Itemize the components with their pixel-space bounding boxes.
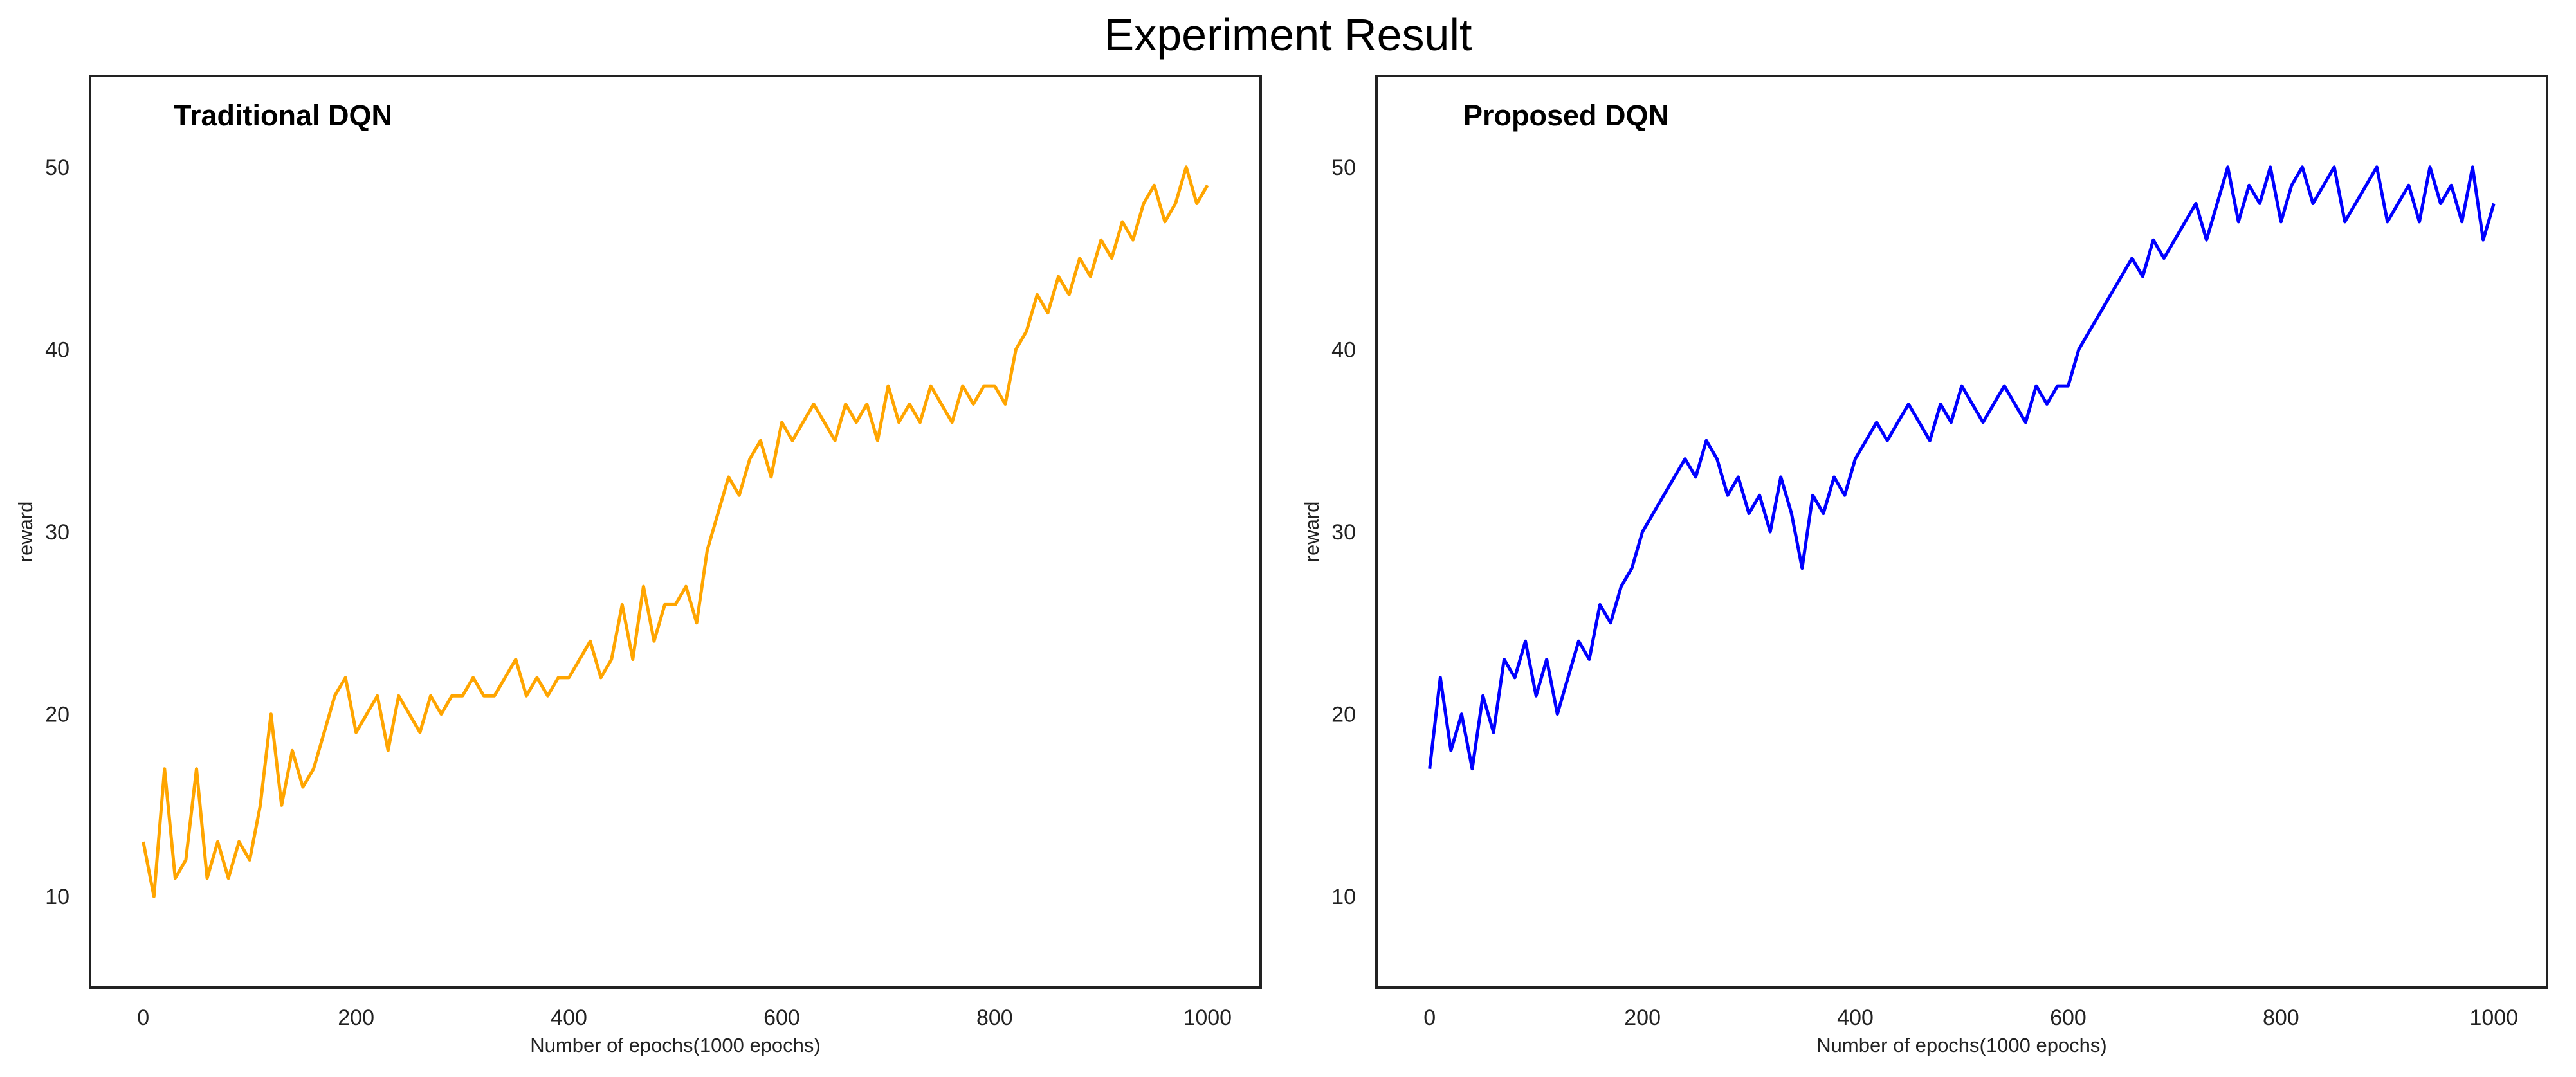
plot-frame bbox=[1375, 75, 2548, 989]
x-tick-label: 400 bbox=[1837, 1006, 1874, 1030]
x-tick-label: 1000 bbox=[1183, 1006, 1232, 1030]
y-axis-label: reward bbox=[1301, 502, 1323, 563]
y-tick-label: 50 bbox=[45, 156, 69, 180]
y-tick-labels: 10 20 30 40 50 bbox=[45, 156, 69, 909]
x-tick-labels: 0 200 400 600 800 1000 bbox=[1423, 1006, 2518, 1030]
panel-title: Traditional DQN bbox=[174, 99, 392, 132]
x-tick-labels: 0 200 400 600 800 1000 bbox=[137, 1006, 1232, 1030]
series-layer bbox=[1428, 165, 2496, 771]
x-axis-label: Number of epochs(1000 epochs) bbox=[1816, 1034, 2106, 1056]
panel-proposed-dqn: Proposed DQN 0 200 400 600 800 1000 10 20 30 40 5… bbox=[1301, 75, 2548, 1056]
x-tick-label: 200 bbox=[338, 1006, 374, 1030]
plot-frame bbox=[89, 75, 1262, 989]
series-line bbox=[142, 165, 1209, 898]
x-axis-label: Number of epochs(1000 epochs) bbox=[530, 1034, 820, 1056]
series-line bbox=[1428, 165, 2496, 771]
x-tick-label: 400 bbox=[551, 1006, 587, 1030]
panel-title: Proposed DQN bbox=[1463, 99, 1669, 132]
x-tick-label: 800 bbox=[976, 1006, 1013, 1030]
y-tick-label: 40 bbox=[45, 338, 69, 362]
y-tick-label: 10 bbox=[45, 885, 69, 909]
y-tick-label: 40 bbox=[1331, 338, 1356, 362]
x-tick-label: 200 bbox=[1624, 1006, 1661, 1030]
y-tick-label: 20 bbox=[1331, 703, 1356, 727]
x-tick-label: 0 bbox=[1423, 1006, 1436, 1030]
y-tick-labels: 10 20 30 40 50 bbox=[1331, 156, 1356, 909]
x-tick-label: 600 bbox=[763, 1006, 800, 1030]
y-tick-label: 20 bbox=[45, 703, 69, 727]
y-tick-label: 30 bbox=[45, 520, 69, 545]
panel-traditional-dqn: Traditional DQN 0 200 400 600 800 1000 10 20 30… bbox=[14, 75, 1262, 1056]
series-layer bbox=[142, 165, 1209, 898]
y-tick-label: 50 bbox=[1331, 156, 1356, 180]
x-tick-label: 0 bbox=[137, 1006, 149, 1030]
y-tick-label: 30 bbox=[1331, 520, 1356, 545]
figure-title: Experiment Result bbox=[1104, 10, 1472, 60]
x-tick-label: 1000 bbox=[2469, 1006, 2518, 1030]
y-tick-label: 10 bbox=[1331, 885, 1356, 909]
y-axis-label: reward bbox=[14, 502, 37, 563]
x-tick-label: 800 bbox=[2263, 1006, 2299, 1030]
x-tick-label: 600 bbox=[2050, 1006, 2087, 1030]
